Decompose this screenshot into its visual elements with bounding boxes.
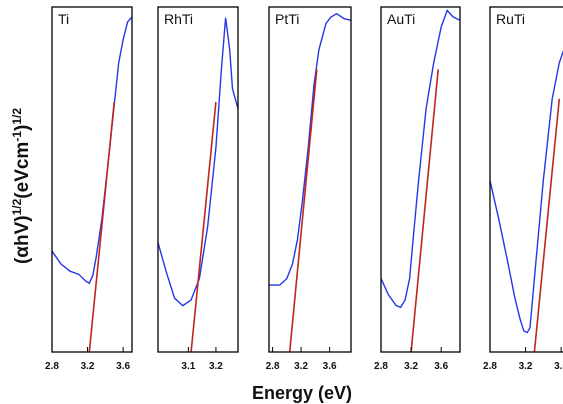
panel-rhti-plot-area — [158, 17, 238, 352]
panel-auti-tick-label: 2.8 — [374, 361, 388, 372]
panel-auti-frame — [380, 6, 461, 353]
panel-rhti: RhTi 3.1 3.2 — [157, 6, 239, 372]
panel-ptti-linear-fit — [288, 69, 318, 352]
panel-ti-linear-fit — [88, 101, 115, 352]
panel-ruti: RuTi 2.8 3.2 3.6 — [483, 6, 563, 372]
panel-ruti-frame — [489, 6, 563, 353]
panel-auti-tick-label: 3.2 — [404, 361, 418, 372]
panel-ptti-plot-area — [269, 12, 351, 352]
panel-auti-label: AuTi — [387, 11, 415, 27]
panel-ruti-tick-label: 3.6 — [554, 361, 563, 372]
panel-auti: AuTi 2.8 3.2 3.6 — [374, 6, 461, 372]
panel-rhti-absorption-curve — [158, 17, 238, 307]
panel-auti-absorption-curve — [381, 9, 460, 309]
panel-ptti-frame — [268, 6, 352, 353]
panel-ruti-label: RuTi — [496, 11, 525, 27]
panel-auti-plot-area — [381, 9, 460, 352]
panel-auti-tick-label: 3.6 — [434, 361, 448, 372]
panel-auti-linear-fit — [410, 69, 439, 352]
panel-ruti-tick-label: 3.2 — [519, 361, 533, 372]
panel-ruti-tick-label: 2.8 — [483, 361, 497, 372]
panel-ruti-linear-fit — [533, 98, 561, 352]
panel-ti-frame — [51, 6, 133, 353]
panel-ti-absorption-curve — [52, 16, 132, 285]
panel-ptti-tick-label: 3.2 — [294, 361, 308, 372]
panel-ti-label: Ti — [58, 11, 69, 27]
panel-ptti-absorption-curve — [269, 12, 351, 286]
panel-rhti-linear-fit — [190, 101, 217, 352]
panel-ruti-plot-area — [490, 49, 563, 352]
x-axis-title: Energy (eV) — [252, 383, 353, 403]
panel-ti-tick-label: 3.6 — [116, 361, 130, 372]
panel-ti-plot-area — [52, 16, 132, 352]
panel-ruti-absorption-curve — [490, 49, 563, 334]
panel-ti: Ti 2.8 3.2 3.6 — [45, 6, 133, 372]
panel-rhti-tick-label: 3.2 — [209, 361, 223, 372]
panel-ti-tick-label: 3.2 — [81, 361, 95, 372]
panel-rhti-tick-label: 3.1 — [181, 361, 195, 372]
panel-ptti-tick-label: 2.8 — [266, 361, 280, 372]
panel-ptti-label: PtTi — [275, 11, 299, 27]
panel-rhti-frame — [157, 6, 239, 353]
panel-ti-tick-label: 2.8 — [45, 361, 59, 372]
panel-ptti-tick-label: 3.6 — [323, 361, 337, 372]
panel-rhti-label: RhTi — [164, 11, 193, 27]
panel-ptti: PtTi 2.8 3.2 3.6 — [266, 6, 352, 372]
